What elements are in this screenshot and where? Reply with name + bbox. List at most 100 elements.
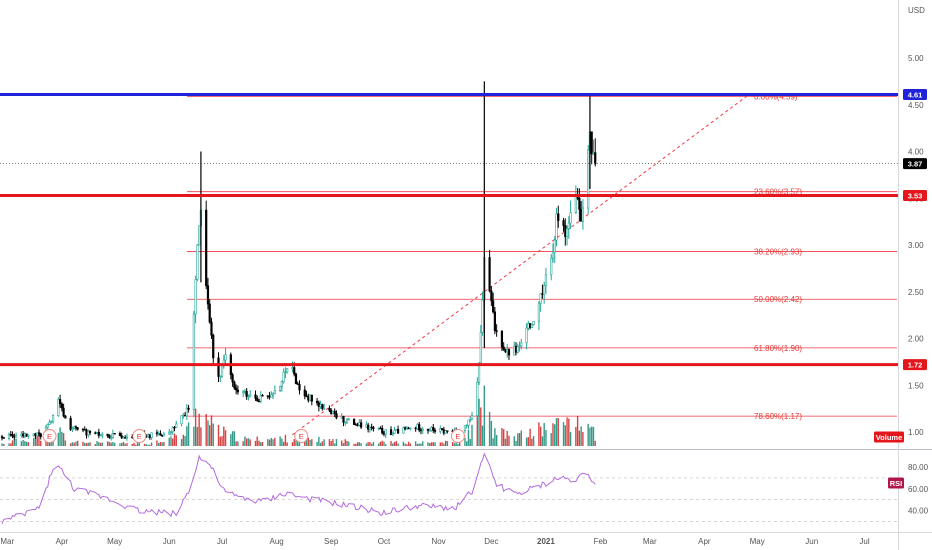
- volume-bar: [247, 438, 250, 446]
- candle-body: [284, 371, 287, 374]
- candle-body: [210, 321, 213, 336]
- candle-body: [261, 395, 264, 397]
- candle-body: [249, 394, 252, 397]
- candle-body: [470, 415, 474, 420]
- volume-bar: [416, 444, 419, 446]
- candle-body: [562, 220, 565, 226]
- candle-body: [393, 430, 396, 434]
- volume-bar: [205, 414, 207, 446]
- earnings-marker[interactable]: E: [450, 429, 465, 443]
- candle-body: [7, 434, 11, 439]
- candle-body: [432, 427, 435, 431]
- volume-bar: [494, 428, 496, 446]
- candle-body: [94, 432, 97, 434]
- candle-body: [169, 431, 173, 433]
- volume-bar: [564, 425, 567, 446]
- volume-bar: [170, 436, 172, 446]
- volume-bar: [393, 442, 396, 446]
- candle-body: [594, 152, 597, 165]
- earnings-marker[interactable]: E: [42, 429, 57, 443]
- time-axis-label: Nov: [431, 537, 445, 546]
- axis-layer[interactable]: USD 5.004.504.003.503.002.502.001.501.00…: [0, 6, 928, 546]
- volume-bar: [260, 442, 262, 446]
- candle-body: [220, 365, 224, 377]
- earnings-marker-label: E: [47, 432, 52, 441]
- earnings-marker[interactable]: E: [294, 429, 309, 443]
- candle-body: [513, 345, 516, 356]
- candle-body: [62, 407, 65, 417]
- candle-body: [206, 285, 210, 305]
- volume-bar: [316, 441, 318, 446]
- volume-bar: [332, 439, 334, 446]
- volume-bar: [370, 443, 373, 446]
- volume-bar: [233, 431, 236, 446]
- volume-bar: [121, 442, 123, 446]
- volume-bar: [464, 437, 466, 446]
- volume-bar: [71, 442, 74, 446]
- candle-body: [557, 213, 560, 221]
- volume-bar: [138, 442, 141, 446]
- candle-body: [175, 423, 178, 428]
- volume-bar: [532, 436, 535, 446]
- candle-body: [507, 349, 511, 356]
- volume-bar: [566, 417, 568, 446]
- candle-body: [550, 257, 553, 276]
- horizontal-lines-layer[interactable]: [0, 92, 898, 367]
- volume-bar: [318, 436, 320, 446]
- candle-body: [9, 434, 12, 436]
- candle-body: [356, 424, 359, 426]
- candle-body: [231, 374, 234, 383]
- volume-bar: [383, 441, 385, 446]
- volume-bar: [119, 443, 121, 446]
- volume-bar: [353, 443, 355, 446]
- volume-bar: [268, 439, 271, 446]
- volume-bar: [323, 439, 325, 446]
- candle-body: [555, 213, 558, 241]
- candle-body: [294, 373, 298, 384]
- volume-bar: [223, 426, 225, 446]
- time-axis-label: May: [750, 537, 765, 546]
- volume-bar: [87, 442, 89, 446]
- volume-bar: [244, 436, 246, 446]
- volume-layer: [1, 385, 596, 446]
- candle-body: [446, 430, 449, 432]
- volume-bar: [346, 440, 348, 446]
- earnings-marker[interactable]: E: [132, 429, 147, 443]
- candle-body: [581, 207, 585, 222]
- volume-bar: [64, 440, 67, 446]
- volume-bar: [62, 433, 65, 446]
- volume-bar: [591, 426, 593, 446]
- volume-bar: [256, 436, 258, 446]
- candle-body: [273, 390, 276, 395]
- volume-bar: [186, 426, 188, 446]
- volume-bar: [467, 429, 470, 446]
- fib-trendline: [292, 95, 747, 436]
- candle-body: [354, 424, 357, 426]
- candle-body: [69, 417, 72, 430]
- volume-bar: [101, 442, 104, 446]
- candle-body: [243, 390, 247, 393]
- volume-bar: [274, 437, 276, 446]
- volume-bar: [404, 443, 406, 446]
- volume-bar: [457, 443, 459, 446]
- volume-bar: [575, 426, 577, 446]
- candle-body: [125, 436, 129, 439]
- candle-body: [553, 239, 556, 253]
- fib-retracement-layer[interactable]: 0.00%(4.59) 23.60%(3.57) 38.20%(2.93) 50.00…: [187, 92, 897, 436]
- volume-bar: [159, 441, 162, 446]
- candle-body: [525, 327, 528, 344]
- candle-body: [168, 431, 171, 435]
- candle-body: [344, 421, 347, 424]
- candle-body: [36, 432, 39, 436]
- candle-body: [180, 415, 183, 425]
- candle-body: [396, 428, 400, 434]
- price-badge: [903, 359, 927, 371]
- volume-bar: [224, 430, 227, 446]
- candle-body: [37, 432, 41, 435]
- volume-bar: [594, 440, 596, 446]
- candle-body: [298, 384, 301, 391]
- candle-body: [335, 413, 338, 419]
- volume-bar: [122, 442, 125, 446]
